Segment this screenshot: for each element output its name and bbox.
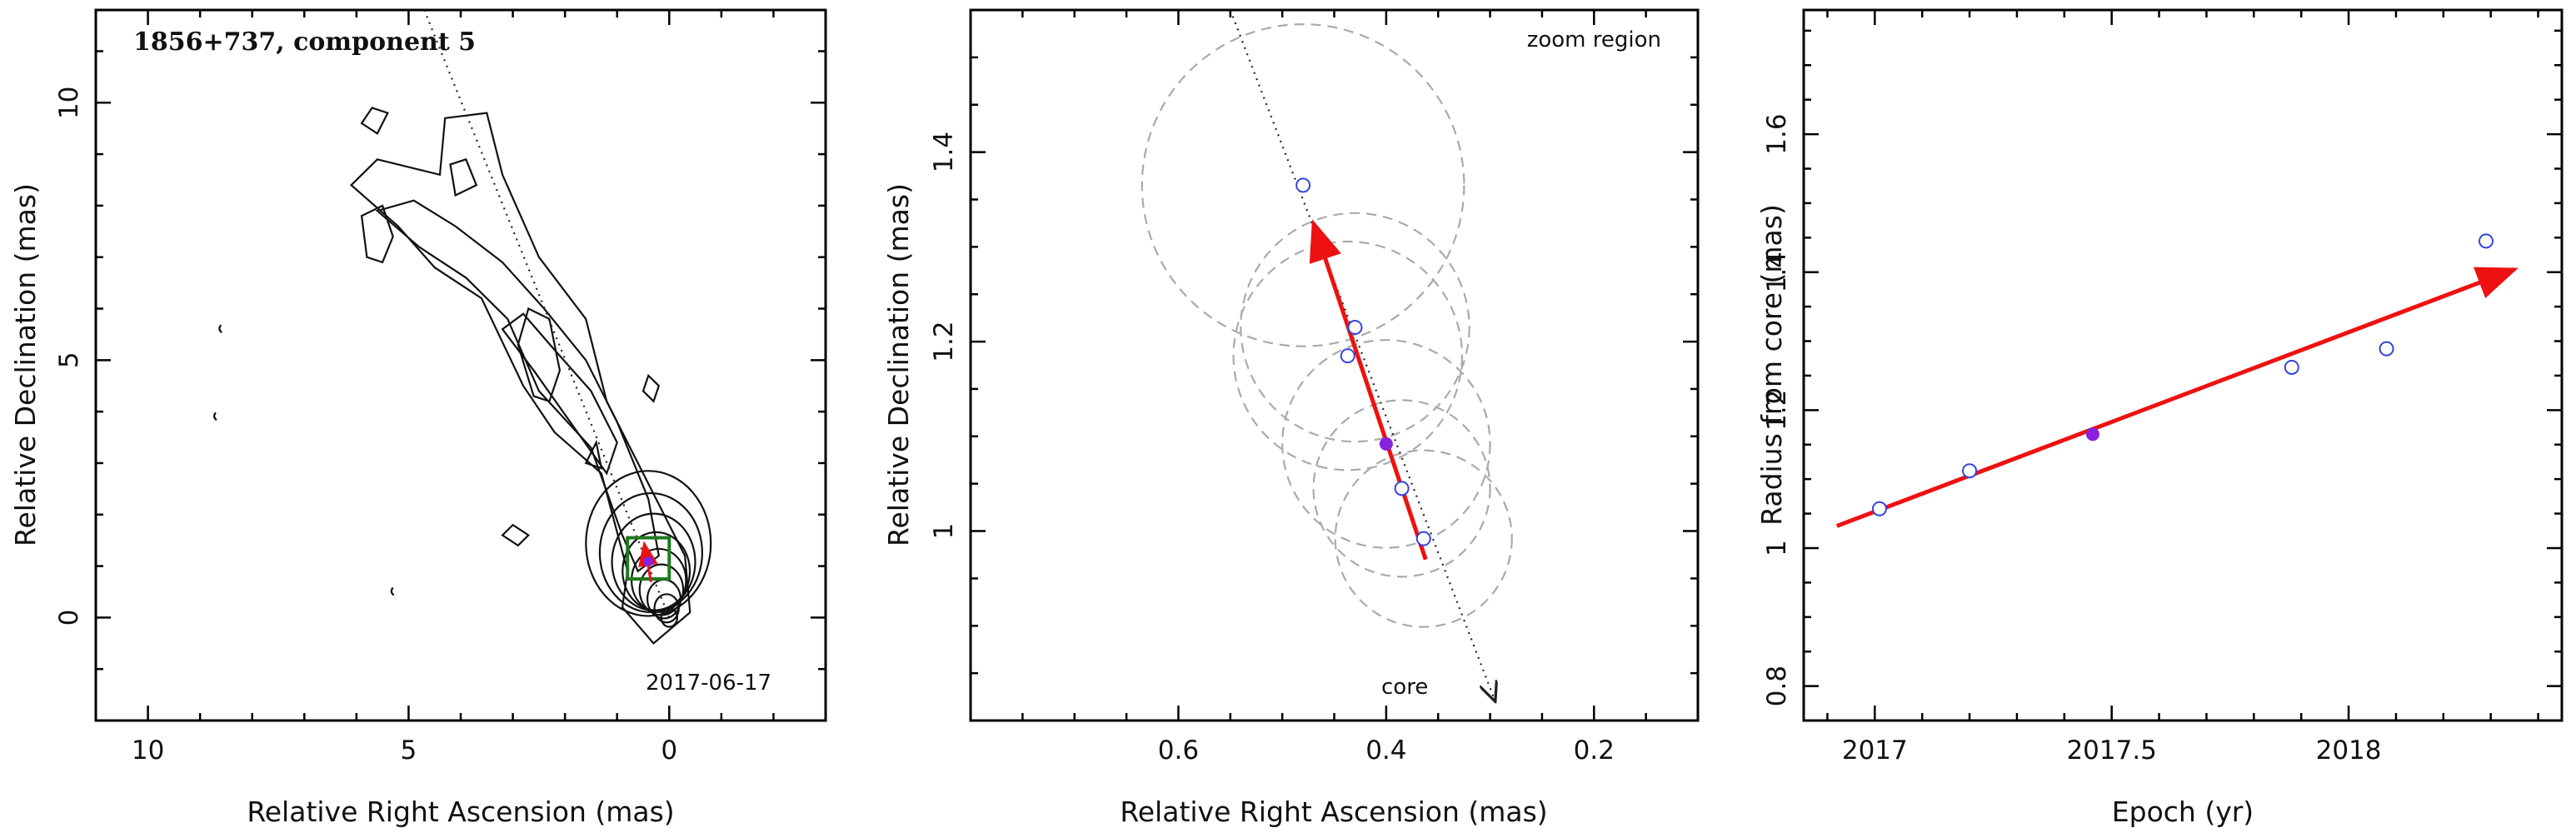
- y-tick-label: 1.6: [1762, 113, 1792, 154]
- x-tick-label: 0.2: [1574, 736, 1615, 766]
- epoch-annotation: 2017-06-17: [646, 671, 771, 696]
- jet-contour: [501, 523, 531, 547]
- core-contour: [598, 491, 703, 614]
- tick-marks: 0.6 0.4 0.2 1 1.2 1.4: [929, 10, 1698, 766]
- zoom-markers: [1295, 177, 1431, 546]
- jet-contour: [584, 439, 603, 470]
- epoch-point: [1340, 348, 1355, 364]
- core-label: core: [1381, 675, 1428, 700]
- core-contour: [611, 512, 696, 611]
- uncertainty-ring: [1334, 449, 1513, 628]
- noise-contour: [213, 412, 217, 421]
- y-tick-label: 1.2: [929, 321, 959, 362]
- y-tick-label: 1.4: [929, 132, 959, 172]
- x-tick-label: 0.4: [1365, 736, 1406, 766]
- chart-title: 1856+737, component 5: [133, 27, 476, 57]
- fit-arrow: [1835, 267, 2519, 528]
- uncertainty-rings: [1141, 22, 1513, 628]
- noise-contour: [390, 586, 395, 596]
- uncertainty-ring: [1240, 212, 1470, 443]
- epoch-point: [1415, 531, 1431, 546]
- zoom-box: [626, 536, 671, 581]
- fit-line: [1835, 267, 2519, 528]
- y-tick-label: 1.4: [1762, 252, 1792, 292]
- x-tick-label: 0: [661, 736, 677, 766]
- noise-contour: [218, 324, 222, 334]
- jet-contour: [642, 373, 661, 403]
- jet-contour: [501, 312, 618, 476]
- jet-contour: [349, 112, 691, 645]
- x-axis-label: Epoch (yr): [2112, 796, 2254, 828]
- jet-direction-arrow: [1229, 9, 1495, 701]
- y-axis-label: Relative Declination (mas): [9, 183, 42, 546]
- uncertainty-ring: [1141, 22, 1465, 347]
- motion-arrow: [1309, 219, 1428, 561]
- y-tick-label: 10: [54, 87, 84, 119]
- plot-frame: [1802, 8, 2564, 722]
- tick-marks: 2017 2017.5 2018 0.8 1 1.2 1.4 1.6: [1762, 10, 2562, 766]
- uncertainty-ring: [1312, 399, 1491, 578]
- y-axis-label: Relative Declination (mas): [882, 183, 915, 546]
- contour-overlay: [423, 9, 671, 618]
- epoch-point: [1962, 463, 1978, 479]
- epoch-point: [1295, 177, 1311, 193]
- uncertainty-ring: [1232, 240, 1463, 471]
- radius-markers: [1872, 233, 2494, 516]
- zoom-lines: [1229, 9, 1495, 701]
- epoch-point: [2479, 233, 2494, 249]
- epoch-point: [1394, 481, 1410, 496]
- x-axis-label: Relative Right Ascension (mas): [1120, 796, 1547, 828]
- tick-marks: 10 5 0 0 5 10: [54, 10, 826, 766]
- x-tick-label: 10: [132, 736, 164, 766]
- y-tick-label: 1.2: [1762, 390, 1792, 431]
- x-axis-label: Relative Right Ascension (mas): [247, 796, 674, 828]
- jet-contours: [213, 107, 712, 645]
- x-tick-label: 0.6: [1158, 736, 1199, 766]
- y-tick-label: 1: [1762, 540, 1792, 556]
- zoom-region-panel: 0.6 0.4 0.2 1 1.2 1.4 zoom region core Relati…: [882, 8, 1700, 828]
- jet-contour: [449, 157, 478, 197]
- zoom-region-label: zoom region: [1527, 27, 1661, 52]
- highlighted-epoch-point: [1379, 436, 1393, 451]
- plot-frame: [969, 8, 1700, 722]
- epoch-point: [1347, 320, 1363, 336]
- y-tick-label: 5: [54, 352, 84, 368]
- radius-epoch-panel: 2017 2017.5 2018 0.8 1 1.2 1.4 1.6 Epoch (yr) R…: [1755, 8, 2564, 828]
- epoch-point: [2284, 359, 2299, 375]
- core-contour: [585, 470, 712, 617]
- contour-map-panel: 10 5 0 0 5 10 1856+737, component 5 2017-06-1…: [9, 8, 827, 828]
- y-tick-label: 0: [54, 610, 84, 626]
- jet-direction-line: [423, 9, 671, 618]
- x-tick-label: 2017.5: [2066, 736, 2156, 766]
- uncertainty-ring: [1281, 339, 1491, 549]
- y-tick-label: 0.8: [1762, 666, 1792, 706]
- jet-contour: [375, 199, 661, 573]
- y-tick-label: 1: [929, 523, 959, 540]
- epoch-point: [2379, 341, 2394, 357]
- epoch-point: [1872, 501, 1887, 516]
- jet-contour: [360, 107, 389, 135]
- x-tick-label: 2017: [1842, 736, 1908, 766]
- jet-contour: [360, 204, 394, 264]
- x-tick-label: 2018: [2316, 736, 2382, 766]
- highlighted-epoch-point: [2085, 427, 2099, 441]
- x-tick-label: 5: [401, 736, 417, 766]
- y-axis-label: Radius from core (mas): [1755, 204, 1788, 526]
- component-marker: [643, 556, 654, 567]
